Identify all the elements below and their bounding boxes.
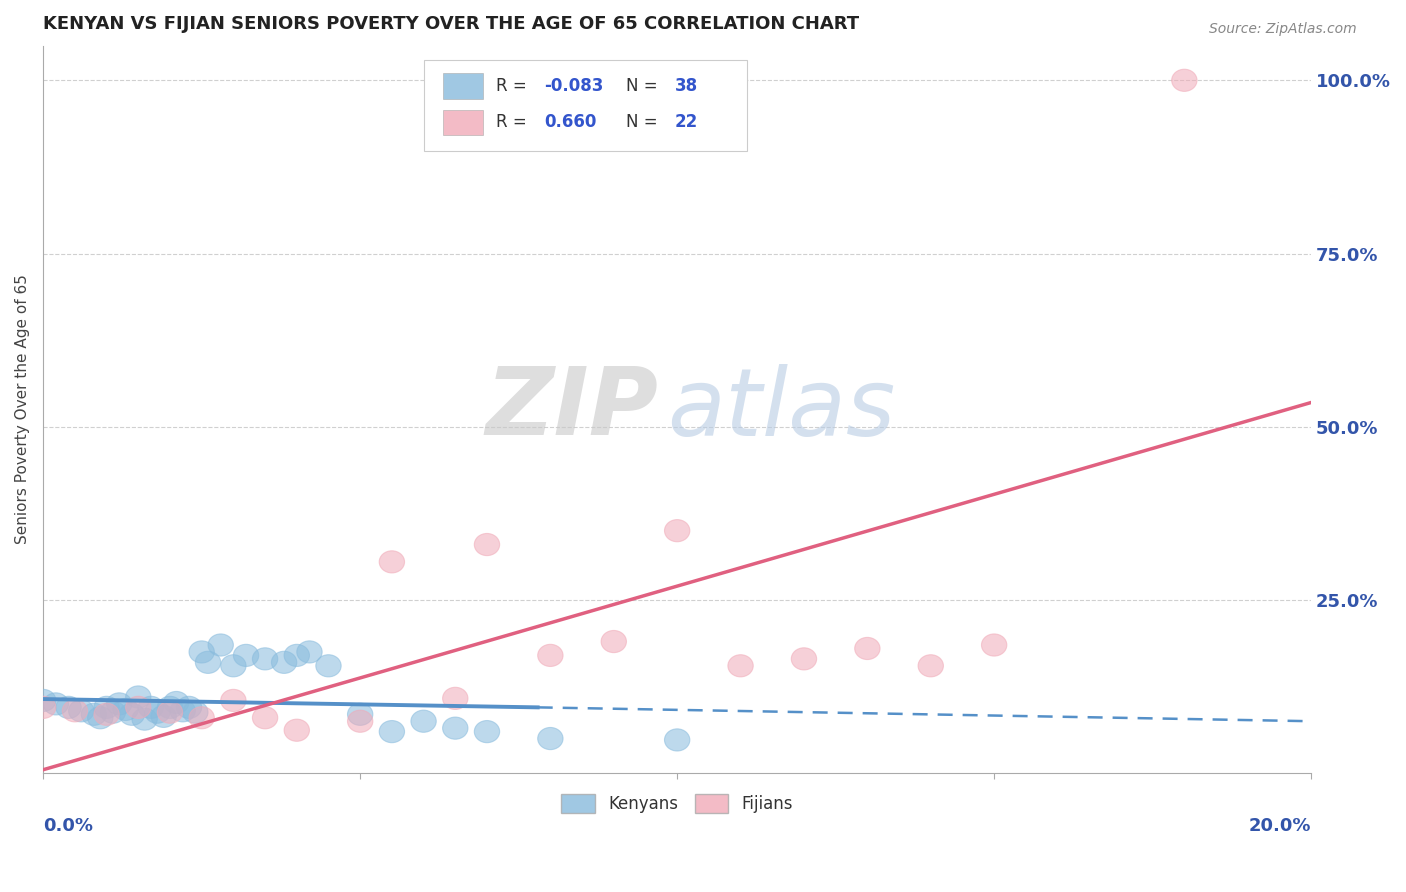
Ellipse shape <box>253 706 278 729</box>
Ellipse shape <box>107 693 132 715</box>
Ellipse shape <box>380 550 405 573</box>
Ellipse shape <box>221 655 246 677</box>
Text: KENYAN VS FIJIAN SENIORS POVERTY OVER THE AGE OF 65 CORRELATION CHART: KENYAN VS FIJIAN SENIORS POVERTY OVER TH… <box>44 15 859 33</box>
FancyBboxPatch shape <box>423 61 747 151</box>
Ellipse shape <box>132 708 157 731</box>
Ellipse shape <box>150 706 176 728</box>
Text: 22: 22 <box>675 113 697 131</box>
Text: R =: R = <box>496 113 531 131</box>
Ellipse shape <box>347 710 373 732</box>
Ellipse shape <box>316 655 342 677</box>
Ellipse shape <box>100 701 125 723</box>
Ellipse shape <box>537 728 562 749</box>
Ellipse shape <box>176 697 201 718</box>
Text: 38: 38 <box>675 77 697 95</box>
Ellipse shape <box>163 691 188 714</box>
Ellipse shape <box>474 721 499 743</box>
Text: ZIP: ZIP <box>485 363 658 456</box>
Ellipse shape <box>157 697 183 718</box>
Ellipse shape <box>855 638 880 659</box>
Ellipse shape <box>728 655 754 677</box>
Ellipse shape <box>120 703 145 725</box>
Ellipse shape <box>271 651 297 673</box>
Ellipse shape <box>233 644 259 666</box>
Text: 0.0%: 0.0% <box>44 817 93 835</box>
Ellipse shape <box>44 693 69 715</box>
Bar <box>443 110 484 136</box>
Ellipse shape <box>31 690 56 712</box>
Ellipse shape <box>253 648 278 670</box>
Ellipse shape <box>1171 70 1197 91</box>
Ellipse shape <box>380 721 405 743</box>
Ellipse shape <box>208 634 233 657</box>
Ellipse shape <box>297 640 322 663</box>
Text: N =: N = <box>627 113 664 131</box>
Ellipse shape <box>284 719 309 741</box>
Ellipse shape <box>183 701 208 723</box>
Ellipse shape <box>69 699 94 722</box>
Ellipse shape <box>62 699 87 722</box>
Ellipse shape <box>157 701 183 723</box>
Ellipse shape <box>284 644 309 666</box>
Ellipse shape <box>56 697 82 718</box>
Ellipse shape <box>82 703 107 725</box>
Ellipse shape <box>443 687 468 709</box>
Ellipse shape <box>665 520 690 541</box>
Legend: Kenyans, Fijians: Kenyans, Fijians <box>555 787 800 820</box>
Ellipse shape <box>94 703 120 725</box>
Ellipse shape <box>170 699 195 722</box>
Ellipse shape <box>347 703 373 725</box>
Ellipse shape <box>112 698 138 721</box>
Ellipse shape <box>221 690 246 712</box>
Ellipse shape <box>188 640 214 663</box>
Ellipse shape <box>125 697 150 718</box>
Ellipse shape <box>145 701 170 723</box>
Ellipse shape <box>87 706 112 729</box>
Text: -0.083: -0.083 <box>544 77 603 95</box>
Ellipse shape <box>195 651 221 673</box>
Ellipse shape <box>443 717 468 739</box>
Ellipse shape <box>918 655 943 677</box>
Text: atlas: atlas <box>666 364 896 455</box>
Text: R =: R = <box>496 77 531 95</box>
Ellipse shape <box>188 706 214 729</box>
Ellipse shape <box>411 710 436 732</box>
Ellipse shape <box>981 634 1007 657</box>
Text: 0.660: 0.660 <box>544 113 596 131</box>
Ellipse shape <box>474 533 499 556</box>
Ellipse shape <box>602 631 627 653</box>
Ellipse shape <box>125 686 150 708</box>
Ellipse shape <box>138 697 163 718</box>
Ellipse shape <box>792 648 817 670</box>
Y-axis label: Seniors Poverty Over the Age of 65: Seniors Poverty Over the Age of 65 <box>15 275 30 544</box>
Ellipse shape <box>537 644 562 666</box>
Text: N =: N = <box>627 77 664 95</box>
Ellipse shape <box>665 729 690 751</box>
Text: 20.0%: 20.0% <box>1249 817 1312 835</box>
Ellipse shape <box>31 697 56 718</box>
Ellipse shape <box>94 697 120 718</box>
Bar <box>443 73 484 99</box>
Text: Source: ZipAtlas.com: Source: ZipAtlas.com <box>1209 22 1357 37</box>
